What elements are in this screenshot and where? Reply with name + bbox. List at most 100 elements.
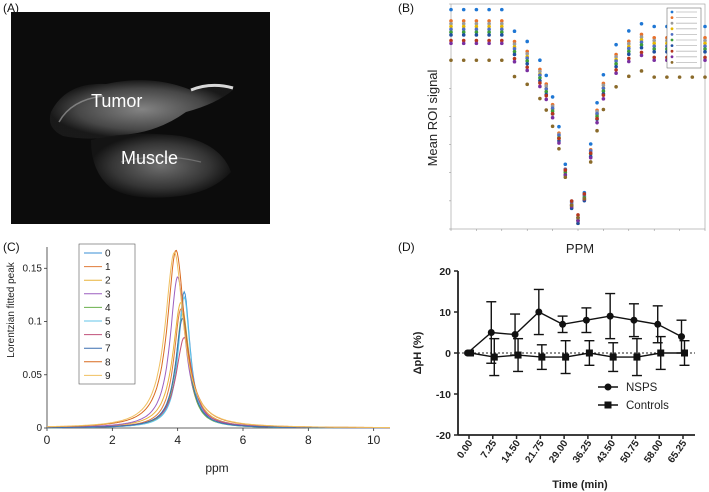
chart-c-legend-label: 5 [105,317,111,328]
chart-b-point [487,19,491,23]
chart-c-x-tick-label: 0 [44,433,51,447]
chart-b-point [525,39,529,44]
chart-b-point [703,58,707,63]
chart-c-y-tick-label: 0 [36,423,42,434]
chart-d-y-tick-label: 20 [439,266,451,278]
chart-b-point [449,30,453,34]
chart-c-legend-label: 2 [105,276,111,287]
chart-b-point [538,81,542,85]
chart-d-legend: NSPS Controls [598,382,669,412]
chart-b-point [703,75,707,79]
chart-b-point [652,50,656,54]
chart-c-x-tick-label: 6 [240,433,247,447]
chart-b-point [576,213,580,217]
chart-b-point [595,128,599,133]
chart-b-point [557,124,561,129]
chart-d-point [582,316,590,324]
chart-b-point [461,30,466,34]
chart-c-x-tick-label: 8 [305,433,312,447]
chart-d-point [630,316,638,324]
chart-b-point [487,7,491,12]
chart-b-legend-marker [670,55,674,59]
panel-b-label: (B) [398,1,414,15]
mri-image-graphic: Tumor Muscle [11,12,270,224]
chart-d-point [562,353,570,361]
chart-b-point [474,41,479,46]
chart-d-x-tick-label: 50.75 [619,438,643,465]
chart-b-point [614,42,618,47]
chart-d-y-tick-label: -10 [436,389,451,401]
chart-b-point [487,27,491,32]
chart-b-point [474,30,479,34]
chart-b-point [639,21,644,26]
chart-b-point [461,41,466,46]
chart-d-x-tick-label: 65.25 [666,438,690,465]
chart-b-point [652,58,656,63]
panel-a-label: (A) [3,1,19,15]
chart-b-point [703,44,707,48]
chart-d-series [464,288,690,377]
chart-d-x-tick-label: 58.00 [642,438,666,465]
chart-b-point [449,38,453,43]
chart-b-legend-marker [670,10,674,14]
chart-d: 20 10 0 -10 -20 0.00 7.25 14.50 21.75 29.00 36.25… [412,266,695,491]
chart-b-point [627,56,631,61]
chart-b-point [595,111,599,116]
chart-c-xlabel: ppm [205,461,228,475]
chart-b-point [487,38,491,43]
chart-b-point [703,50,707,54]
chart-b-point [614,84,618,89]
chart-d-x-tick-label: 29.00 [547,438,571,465]
chart-b-point [525,65,529,70]
chart-b-point [677,75,682,79]
chart-b-point [474,33,479,37]
chart-d-point [585,349,593,357]
chart-d-point [657,349,665,357]
chart-b-point [487,41,491,46]
chart-b-point [449,24,453,29]
chart-b-point [569,199,574,203]
chart-d-point [606,312,614,320]
chart-b-point [525,59,529,63]
chart-b-point [690,75,695,79]
chart-d-y-ticks: 20 10 0 -10 -20 [436,266,458,442]
chart-c-legend-label: 9 [105,371,111,382]
chart-b-point [538,76,542,80]
chart-c-x-ticks: 0 2 4 6 8 10 [44,428,381,447]
chart-d-ylabel: ΔpH (%) [412,331,424,374]
chart-b-point [487,58,491,63]
chart-b-point [544,97,549,102]
chart-b-point [538,73,542,77]
chart-d-point [678,333,685,341]
chart-c-legend-box [78,243,136,385]
chart-b-point [500,7,504,12]
chart-c-ylabel: Lorentzian fitted peak [6,261,17,358]
chart-b-legend-marker [670,27,674,31]
chart-d-series-line [470,352,685,358]
chart-b-point [500,33,504,37]
chart-b-legend-marker [670,61,674,64]
chart-b-point [563,168,568,172]
chart-d-point [511,331,519,339]
chart-b-point [639,32,644,37]
panel-d-label: (D) [398,240,415,254]
chart-d-x-tick-label: 7.25 [479,438,499,461]
chart-b-point [461,7,466,12]
chart-c-legend-label: 1 [105,262,111,273]
chart-d-point [514,351,522,359]
chart-b-point [500,41,504,46]
chart-d-legend-marker [604,401,612,409]
tumor-label: Tumor [91,91,142,111]
chart-b-point [588,142,593,146]
chart-c-x-tick-label: 4 [174,433,181,447]
chart-b-point [601,86,606,91]
chart-b-point [544,93,549,98]
chart-b-point [449,21,453,26]
chart-b-point [614,62,618,66]
chart-b-xlabel: PPM [566,241,594,255]
mri-image: Tumor Muscle [11,12,270,224]
chart-b-ylabel: Mean ROI signal [425,69,440,166]
chart-d-y-tick-label: 0 [445,348,451,360]
chart-b-point [557,136,561,141]
chart-d-y-tick-label: 10 [439,307,451,319]
